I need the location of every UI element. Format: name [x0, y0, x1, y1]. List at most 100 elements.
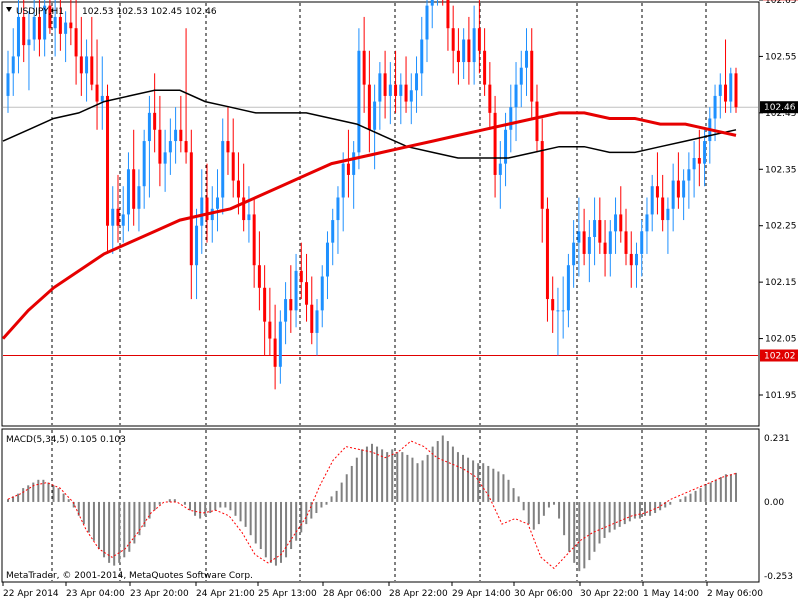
candle-body-95	[504, 129, 508, 164]
y-tick-label-4: 102.45	[765, 109, 797, 119]
candle-69	[367, 50, 371, 153]
candle-body-102	[540, 141, 544, 209]
price-axis: 102.85102.75102.65102.55102.45102.35102.…	[759, 0, 797, 401]
candle-body-120	[634, 253, 638, 266]
candle-body-58	[310, 304, 314, 333]
candle-body-97	[514, 84, 518, 108]
x-tick-label-5: 28 Apr 06:00	[323, 589, 382, 599]
candle-7	[43, 0, 47, 57]
candle-10	[58, 0, 62, 51]
candle-15	[85, 39, 89, 102]
y-tick-label-2: 102.65	[765, 0, 797, 6]
candle-body-78	[415, 73, 419, 91]
candle-body-34	[184, 141, 188, 153]
candle-body-51	[273, 338, 277, 367]
candle-body-114	[603, 242, 607, 254]
candle-18	[100, 56, 104, 130]
x-tick-label-9: 30 Apr 22:00	[580, 589, 639, 599]
candle-26	[142, 129, 146, 209]
candle-50	[268, 287, 272, 356]
candle-body-30	[163, 152, 167, 164]
candle-16	[90, 16, 94, 91]
candle-109	[577, 197, 581, 277]
candle-body-129	[682, 180, 686, 198]
candle-body-32	[174, 129, 178, 142]
candle-47	[252, 197, 256, 288]
candle-12	[69, 0, 73, 46]
macd-panel[interactable]: MACD(5,34,5) 0.105 0.103 0.231 0.00 -0.2…	[1, 428, 793, 583]
candle-body-37	[200, 197, 204, 226]
candle-75	[399, 73, 403, 125]
candle-body-71	[378, 73, 382, 102]
candle-body-47	[252, 214, 256, 266]
x-tick-label-0: 22 Apr 2014	[3, 589, 59, 599]
candle-19	[106, 84, 110, 254]
candle-body-136	[718, 84, 722, 96]
x-tick-label-11: 2 May 06:00	[707, 589, 763, 599]
candle-body-107	[566, 265, 570, 311]
candle-body-84	[446, 0, 450, 29]
candle-108	[572, 220, 576, 288]
triangle-down-icon[interactable]	[6, 7, 12, 12]
candle-body-57	[305, 282, 309, 305]
candle-body-18	[100, 95, 104, 102]
candle-body-108	[572, 242, 576, 266]
candle-body-75	[399, 84, 403, 96]
candle-body-93	[493, 112, 497, 175]
candle-body-9	[53, 16, 57, 29]
candle-body-110	[582, 231, 586, 254]
candle-body-42	[226, 141, 230, 153]
copyright-label: MetaTrader, © 2001-2014, MetaQuotes Soft…	[6, 571, 253, 581]
macd-tick-top: 0.231	[764, 434, 790, 444]
candle-body-27	[147, 112, 151, 142]
candle-53	[284, 282, 288, 345]
candle-body-20	[111, 208, 115, 226]
candle-49	[263, 265, 267, 356]
candle-23	[126, 152, 130, 232]
hline-label-2: 102.02	[764, 351, 796, 361]
chart-header: USDJPY,H1 102.53 102.53 102.45 102.46	[6, 7, 217, 17]
candle-body-101	[535, 101, 539, 142]
candle-body-104	[551, 299, 555, 311]
candle-body-105	[556, 310, 560, 312]
candle-99	[525, 28, 529, 96]
candle-124	[655, 152, 659, 215]
candle-body-115	[608, 231, 612, 254]
candle-body-109	[577, 231, 581, 243]
candle-body-112	[593, 220, 597, 237]
x-tick-label-8: 30 Apr 06:00	[514, 589, 573, 599]
candle-136	[718, 73, 722, 119]
y-tick-label-9: 101.95	[765, 391, 797, 401]
x-tick-label-7: 29 Apr 14:00	[452, 589, 511, 599]
candle-121	[640, 220, 644, 277]
candle-body-44	[236, 180, 240, 198]
hline-label-bg-2	[760, 349, 798, 362]
candle-body-10	[58, 16, 62, 34]
candle-34	[184, 28, 188, 164]
candle-body-6	[37, 16, 41, 40]
candle-71	[378, 62, 382, 130]
candle-104	[551, 276, 555, 333]
candle-67	[357, 28, 361, 170]
candle-body-91	[483, 50, 487, 85]
candle-body-74	[394, 84, 398, 96]
candle-body-135	[713, 95, 717, 119]
candle-body-13	[74, 28, 78, 57]
candle-42	[226, 107, 230, 175]
candle-body-96	[509, 107, 513, 130]
y-tick-label-6: 102.25	[765, 222, 797, 232]
candle-13	[74, 0, 78, 85]
candle-body-43	[231, 152, 235, 181]
candle-body-80	[425, 5, 429, 40]
candle-73	[388, 62, 392, 125]
candle-body-138	[729, 73, 733, 102]
candle-body-62	[331, 220, 335, 243]
candle-8	[48, 0, 52, 34]
candle-body-113	[598, 220, 602, 243]
candle-body-4	[27, 39, 31, 46]
candle-105	[556, 287, 560, 356]
candle-11	[64, 11, 68, 63]
